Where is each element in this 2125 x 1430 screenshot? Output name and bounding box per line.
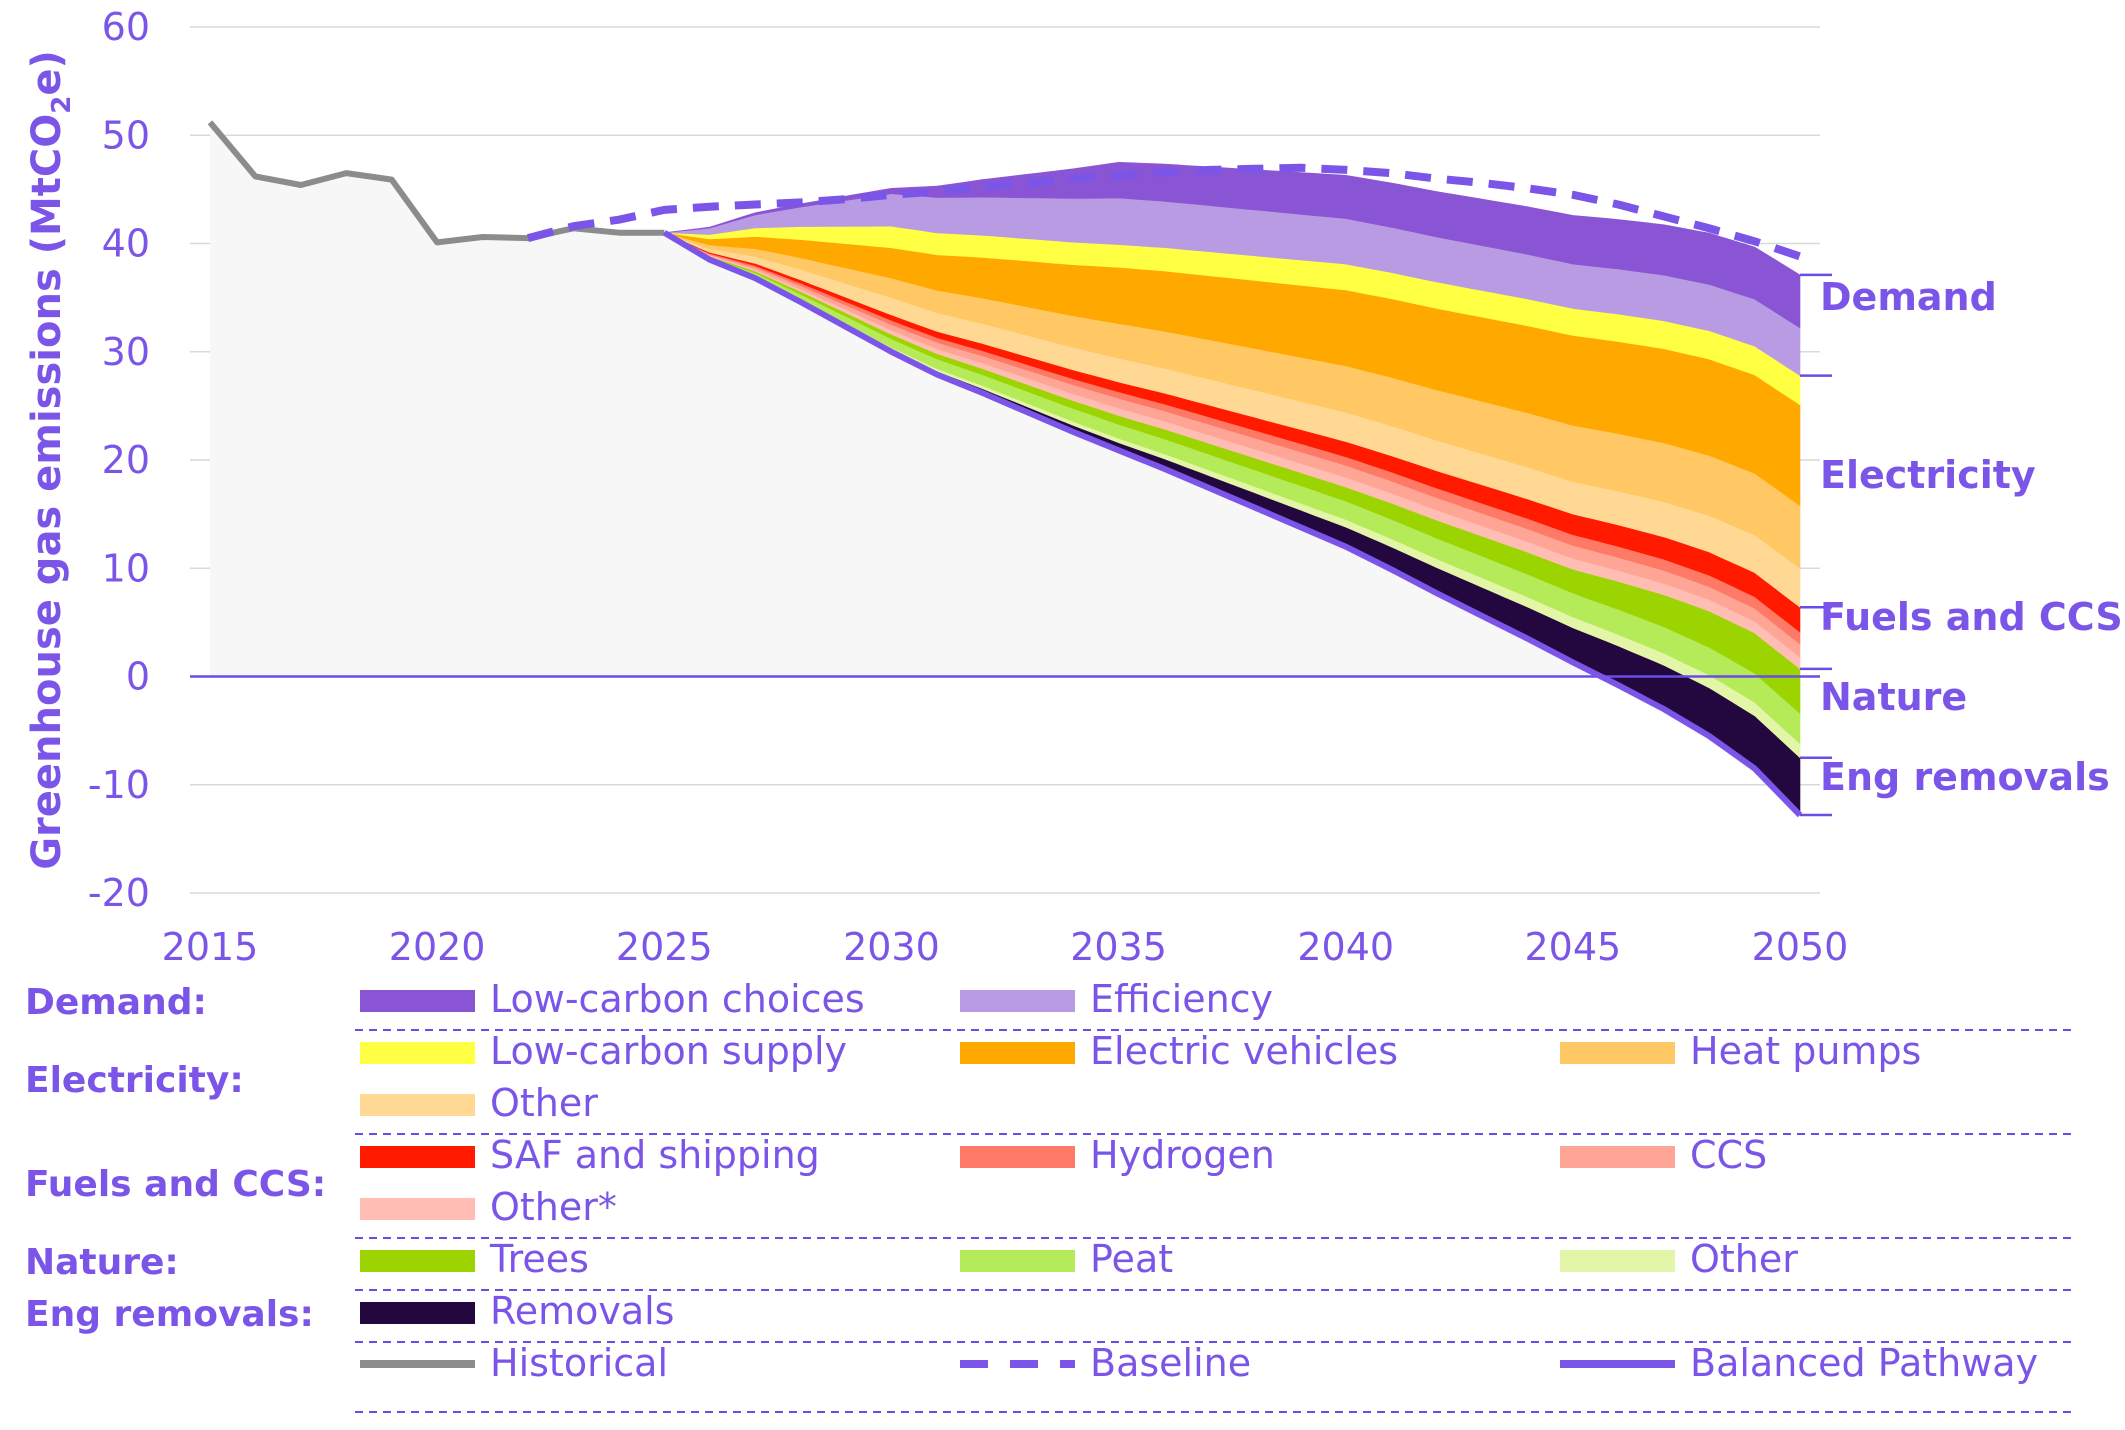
group-brackets: [1800, 273, 1832, 817]
legend-item-label: Other: [490, 1081, 598, 1125]
y-tick-label: 20: [102, 438, 150, 482]
legend-item-label: Trees: [489, 1237, 589, 1281]
legend-line-label: Balanced Pathway: [1690, 1341, 2038, 1385]
group-labels: Demand Electricity Fuels and CCS Nature Eng …: [1820, 275, 2123, 799]
x-tick-label: 2020: [389, 925, 486, 969]
legend-swatch: [360, 1198, 475, 1220]
y-tick-label: 10: [102, 546, 150, 590]
y-tick-label: 60: [102, 5, 150, 49]
legend-line-label: Historical: [490, 1341, 668, 1385]
x-tick-label: 2030: [843, 925, 940, 969]
legend-swatch: [960, 1250, 1075, 1272]
legend-item-label: Low-carbon choices: [490, 977, 865, 1021]
legend-swatch: [360, 990, 475, 1012]
legend-item-label: Peat: [1090, 1237, 1173, 1281]
y-tick-label: 0: [126, 655, 150, 699]
right-label-eng-removals: Eng removals: [1820, 755, 2110, 799]
legend-item-label: Other: [1690, 1237, 1798, 1281]
y-tick-label: -10: [88, 763, 150, 807]
legend-swatch: [960, 1042, 1075, 1064]
legend-item-label: Removals: [490, 1289, 674, 1333]
legend-group-label: Eng removals:: [25, 1294, 314, 1335]
legend-item-label: Low-carbon supply: [490, 1029, 847, 1073]
y-tick-label: 40: [102, 222, 150, 266]
legend-swatch: [1560, 1042, 1675, 1064]
y-axis-ticks: 60 50 40 30 20 10 0 -10 -20: [88, 5, 150, 915]
legend-item-label: Heat pumps: [1690, 1029, 1921, 1073]
legend-swatch: [360, 1094, 475, 1116]
legend-group-label: Electricity:: [25, 1060, 244, 1101]
below-pathway-area: [210, 122, 1800, 816]
right-label-electricity: Electricity: [1820, 453, 2036, 497]
baseline-line: [526, 163, 1802, 261]
x-tick-label: 2035: [1070, 925, 1167, 969]
legend-item-label: Electric vehicles: [1090, 1029, 1398, 1073]
right-label-fuels-and-ccs: Fuels and CCS: [1820, 595, 2123, 639]
legend-item-label: Efficiency: [1090, 977, 1273, 1021]
x-tick-label: 2015: [162, 925, 259, 969]
legend-group-label: Fuels and CCS:: [25, 1164, 326, 1205]
legend-item-label: Other*: [490, 1185, 617, 1229]
y-axis-label: Greenhouse gas emissions (MtCO2e): [24, 50, 77, 870]
legend-group-label: Demand:: [25, 982, 207, 1023]
legend-item-label: CCS: [1690, 1133, 1767, 1177]
legend-swatch: [360, 1250, 475, 1272]
y-tick-label: 50: [102, 113, 150, 157]
right-label-demand: Demand: [1820, 275, 1997, 319]
legend-swatch: [360, 1302, 475, 1324]
x-axis-ticks: 2015 2020 2025 2030 2035 2040 2045 2050: [162, 925, 1849, 969]
y-axis-label-main: Greenhouse gas emissions (MtCO: [24, 114, 70, 870]
legend-line-label: Baseline: [1090, 1341, 1251, 1385]
x-tick-label: 2050: [1752, 925, 1849, 969]
legend: Low-carbon choices Efficiency Demand: Low-c…: [25, 977, 2075, 1413]
y-tick-label: 30: [102, 330, 150, 374]
y-axis-label-tail: e): [24, 50, 70, 95]
legend-swatch: [960, 990, 1075, 1012]
y-axis-label-sub: 2: [47, 96, 77, 114]
legend-swatch: [360, 1146, 475, 1168]
y-tick-label: -20: [88, 871, 150, 915]
balanced-pathway-line: [662, 230, 1803, 818]
legend-item-label: SAF and shipping: [490, 1133, 820, 1177]
area-demand-low-carbon-choices: [664, 161, 1801, 329]
right-label-nature: Nature: [1820, 675, 1967, 719]
legend-swatch: [1560, 1146, 1675, 1168]
legend-group-label: Nature:: [25, 1242, 179, 1283]
legend-swatch: [1560, 1250, 1675, 1272]
x-tick-label: 2045: [1524, 925, 1621, 969]
x-tick-label: 2025: [616, 925, 713, 969]
x-tick-label: 2040: [1297, 925, 1394, 969]
legend-swatch: [360, 1042, 475, 1064]
legend-swatch: [960, 1146, 1075, 1168]
legend-item-label: Hydrogen: [1090, 1133, 1275, 1177]
historical-line: [207, 120, 665, 246]
